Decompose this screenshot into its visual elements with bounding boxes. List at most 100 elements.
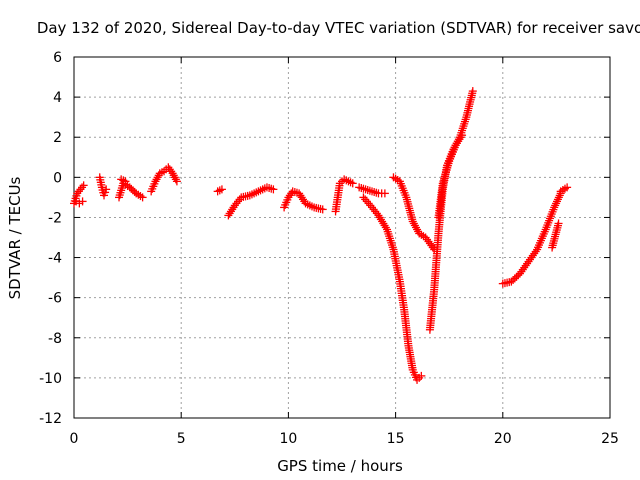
data-point <box>318 205 327 214</box>
data-point <box>523 259 532 268</box>
data-point <box>361 195 370 204</box>
data-point <box>362 197 371 206</box>
data-point <box>298 195 307 204</box>
data-point <box>413 225 422 234</box>
data-point <box>224 211 233 220</box>
data-point <box>230 201 239 210</box>
data-point <box>375 213 384 222</box>
data-point <box>363 186 372 195</box>
data-point <box>525 255 534 264</box>
data-point <box>348 179 357 188</box>
data-point <box>528 251 537 260</box>
data-point <box>164 163 173 172</box>
x-axis-label: GPS time / hours <box>277 457 403 475</box>
data-point <box>376 215 385 224</box>
data-point <box>550 203 559 212</box>
data-point <box>425 239 434 248</box>
data-point <box>451 141 460 150</box>
data-point <box>167 167 176 176</box>
chart-title: Day 132 of 2020, Sidereal Day-to-day VTE… <box>37 19 640 37</box>
data-point <box>408 217 417 226</box>
data-point <box>524 257 533 266</box>
y-tick-label: -8 <box>48 331 62 347</box>
x-tick-label: 20 <box>494 431 512 447</box>
x-tick-label: 0 <box>70 431 79 447</box>
data-point <box>232 199 241 208</box>
data-point <box>152 175 161 184</box>
data-point <box>553 195 562 204</box>
data-point <box>226 207 235 216</box>
data-point <box>410 221 419 230</box>
data-point <box>297 193 306 202</box>
data-point <box>468 87 477 96</box>
x-axis-ticks: 0 5 10 15 20 25 <box>70 57 619 447</box>
data-point <box>515 269 524 278</box>
data-point <box>553 197 562 206</box>
data-point <box>138 193 147 202</box>
data-point <box>455 135 464 144</box>
data-point <box>359 193 368 202</box>
y-tick-label: -4 <box>48 251 62 267</box>
data-point <box>521 261 530 270</box>
data-point <box>551 201 560 210</box>
data-point <box>169 171 178 180</box>
y-tick-label: -2 <box>48 210 62 226</box>
data-point <box>368 187 377 196</box>
data-point <box>380 221 389 230</box>
data-point <box>170 173 179 182</box>
data-point <box>421 233 430 242</box>
data-point <box>371 207 380 216</box>
data-point <box>411 223 420 232</box>
data-point <box>409 219 418 228</box>
y-axis-label: SDTVAR / TECUs <box>6 176 24 299</box>
data-point <box>79 181 88 190</box>
y-tick-label: -12 <box>39 411 62 427</box>
data-point <box>527 253 536 262</box>
data-point <box>518 265 527 274</box>
data-point <box>228 205 237 214</box>
data-point <box>102 185 111 194</box>
data-point <box>78 197 87 206</box>
data-point <box>151 177 160 186</box>
data-point <box>160 167 169 176</box>
y-axis-ticks: -12 -10 -8 -6 -4 -2 0 2 4 6 <box>39 50 610 427</box>
data-point <box>458 131 467 140</box>
data-point <box>285 191 294 200</box>
x-tick-label: 15 <box>387 431 405 447</box>
x-tick-label: 5 <box>177 431 186 447</box>
data-point <box>424 237 433 246</box>
data-point <box>531 247 540 256</box>
data-point <box>217 185 226 194</box>
data-point <box>287 189 296 198</box>
data-point <box>121 177 130 186</box>
data-point <box>554 219 563 228</box>
y-tick-label: 4 <box>53 90 62 106</box>
data-point <box>520 263 529 272</box>
data-point <box>517 267 526 276</box>
data-point <box>76 185 85 194</box>
data-point <box>368 203 377 212</box>
data-point <box>378 217 387 226</box>
data-point <box>165 165 174 174</box>
data-point <box>423 235 432 244</box>
data-point <box>417 371 426 380</box>
data-point <box>225 209 234 218</box>
data-point <box>374 211 383 220</box>
x-tick-label: 10 <box>279 431 297 447</box>
data-point <box>296 191 305 200</box>
data-point <box>357 184 366 193</box>
data-point <box>456 133 465 142</box>
data-point <box>213 187 222 196</box>
data-point <box>359 184 368 193</box>
y-tick-label: 2 <box>53 130 62 146</box>
y-tick-label: -6 <box>48 291 62 307</box>
data-point <box>454 137 463 146</box>
data-point <box>355 183 364 192</box>
data-point <box>229 203 238 212</box>
data-point <box>74 187 83 196</box>
data-point <box>372 209 381 218</box>
data-point <box>171 175 180 184</box>
x-tick-label: 25 <box>601 431 619 447</box>
data-point <box>364 199 373 208</box>
